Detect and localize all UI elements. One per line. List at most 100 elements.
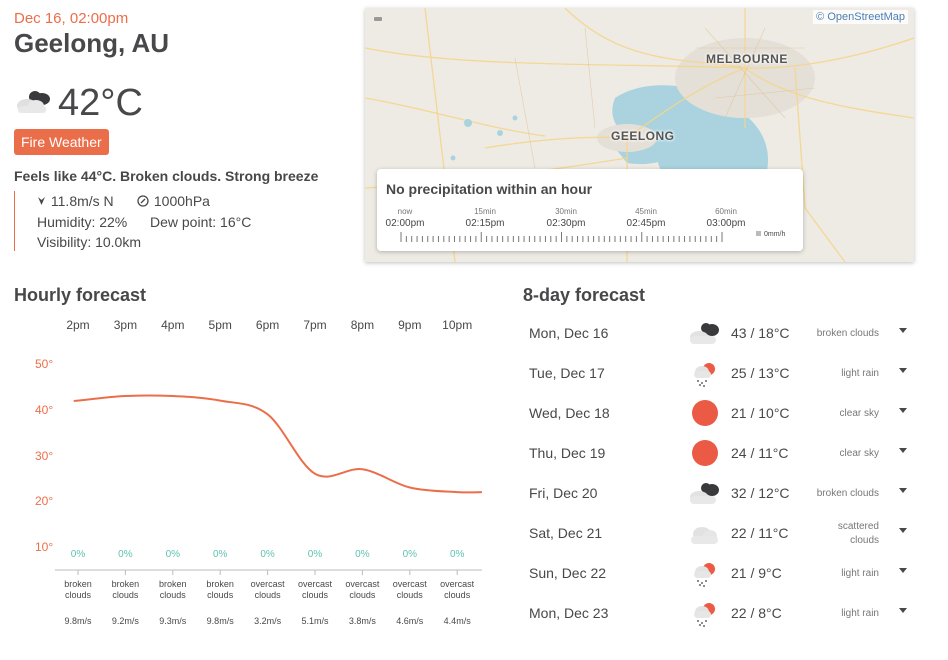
precip-offset: now [397,207,413,216]
day-description: broken clouds [816,328,879,339]
pressure-reading: 1000hPa [137,193,210,210]
visibility: Visibility: 10.0km [37,234,142,250]
precip-chance: 0% [402,549,418,560]
day-date: Fri, Dec 20 [529,485,598,501]
precip-offset: 45min [635,207,657,216]
precip-offset: 60min [715,207,737,216]
pressure-gauge-icon [137,194,150,210]
y-tick-label: 20° [35,494,54,509]
hourly-description: overcast clouds [293,579,337,601]
precip-chance: 0% [307,549,323,560]
day-date: Wed, Dec 18 [529,405,610,421]
clear-sky-icon [687,438,723,468]
daily-row[interactable]: Fri, Dec 20 32 / 12°C broken clouds [523,473,915,513]
chevron-down-icon[interactable] [899,448,907,453]
description-line: clouds [301,590,328,600]
daily-row[interactable]: Mon, Dec 16 43 / 18°C broken clouds [523,313,915,353]
precip-chance: 0% [449,549,465,560]
light-rain-icon [687,358,723,388]
hourly-description: broken clouds [103,579,147,601]
hour-label: 9pm [398,318,422,332]
day-description: light rain [841,608,879,619]
temperature-line [73,394,483,494]
hourly-description: broken clouds [151,579,195,601]
precip-time: 03:00pm [706,218,746,229]
day-temperature: 22 / 11°C [731,525,789,541]
legend-swatch [756,231,761,236]
chevron-down-icon[interactable] [899,328,907,333]
daily-row[interactable]: Thu, Dec 19 24 / 11°C clear sky [523,433,915,473]
hourly-description: broken clouds [56,579,100,601]
day-temperature: 25 / 13°C [731,365,790,381]
hour-label: 6pm [255,318,280,332]
weather-details: 11.8m/s N 1000hPa Humidity: 22% Dew poin… [14,191,334,251]
description-line: overcast [440,579,475,589]
day-temperature: 43 / 18°C [731,325,790,341]
description-line: overcast [392,579,427,589]
description-line: broken [159,579,187,589]
chevron-down-icon[interactable] [899,608,907,613]
description-line: clouds [254,590,281,600]
chevron-down-icon[interactable] [899,568,907,573]
description-line: overcast [250,579,285,589]
precip-time: 02:15pm [465,218,505,229]
y-tick-label: 40° [35,402,54,417]
description-line: overcast [297,579,332,589]
day-temperature: 21 / 9°C [731,565,782,581]
precipitation-legend: 0mm/h [756,231,785,238]
day-description: light rain [841,568,879,579]
precip-chance: 0% [355,549,370,560]
description-line: clouds [396,590,423,600]
wind-value: 11.8m/s N [50,193,114,209]
fire-weather-alert-button[interactable]: Fire Weather [14,129,109,155]
chevron-down-icon[interactable] [899,408,907,413]
day-temperature: 24 / 11°C [731,445,789,461]
precip-chance: 0% [70,549,86,560]
hour-label: 8pm [350,318,375,332]
wind-speed: 4.6m/s [396,616,424,626]
day-description: clear sky [839,448,879,459]
current-temperature: 42°C [58,82,143,124]
description-line: clouds [64,590,91,600]
daily-row[interactable]: Mon, Dec 23 22 / 8°C light rain [523,593,915,633]
map-label-geelong: GEELONG [611,129,675,143]
y-tick-label: 30° [35,448,54,463]
daily-row[interactable]: Wed, Dec 18 21 / 10°C clear sky [523,393,915,433]
day-date: Mon, Dec 16 [529,325,609,341]
description-line: broken [206,579,234,589]
hour-label: 10pm [442,318,473,332]
day-description: scattered clouds [837,521,879,546]
wind-speed: 4.4m/s [443,616,471,626]
clear-sky-icon [687,398,723,428]
hourly-description: overcast clouds [246,579,290,601]
precip-chance: 0% [212,549,228,560]
wind-direction-icon [37,193,47,209]
legend-label: 0mm/h [764,231,786,238]
precip-chance: 0% [165,549,181,560]
hourly-description: overcast clouds [435,579,479,601]
chevron-down-icon[interactable] [899,368,907,373]
feels-like-summary: Feels like 44°C. Broken clouds. Strong b… [14,168,319,184]
map-zoom-control[interactable] [374,17,382,21]
scattered-clouds-icon [687,518,723,548]
chevron-down-icon[interactable] [899,528,907,533]
day-temperature: 32 / 12°C [731,485,790,501]
daily-row[interactable]: Sun, Dec 22 21 / 9°C light rain [523,553,915,593]
day-description: clear sky [839,408,879,419]
pressure-value: 1000hPa [153,193,210,209]
daily-row[interactable]: Sat, Dec 21 22 / 11°C scattered clouds [523,513,915,553]
chevron-down-icon[interactable] [899,488,907,493]
day-date: Sun, Dec 22 [529,565,607,581]
precip-chance: 0% [260,549,275,560]
wind-speed: 9.3m/s [159,616,187,626]
hourly-forecast-title: Hourly forecast [14,285,147,305]
hour-label: 5pm [208,318,232,332]
description-line: broken [64,579,92,589]
day-description: broken clouds [816,488,879,499]
weather-map[interactable]: © OpenStreetMap MELBOURNE GEELONG No pre… [365,8,914,262]
openstreetmap-attribution-link[interactable]: © OpenStreetMap [813,10,908,24]
precip-offset: 30min [555,207,577,216]
daily-row[interactable]: Tue, Dec 17 25 / 13°C light rain [523,353,915,393]
hourly-temperature-chart [55,394,483,575]
hour-label: 7pm [303,318,327,332]
